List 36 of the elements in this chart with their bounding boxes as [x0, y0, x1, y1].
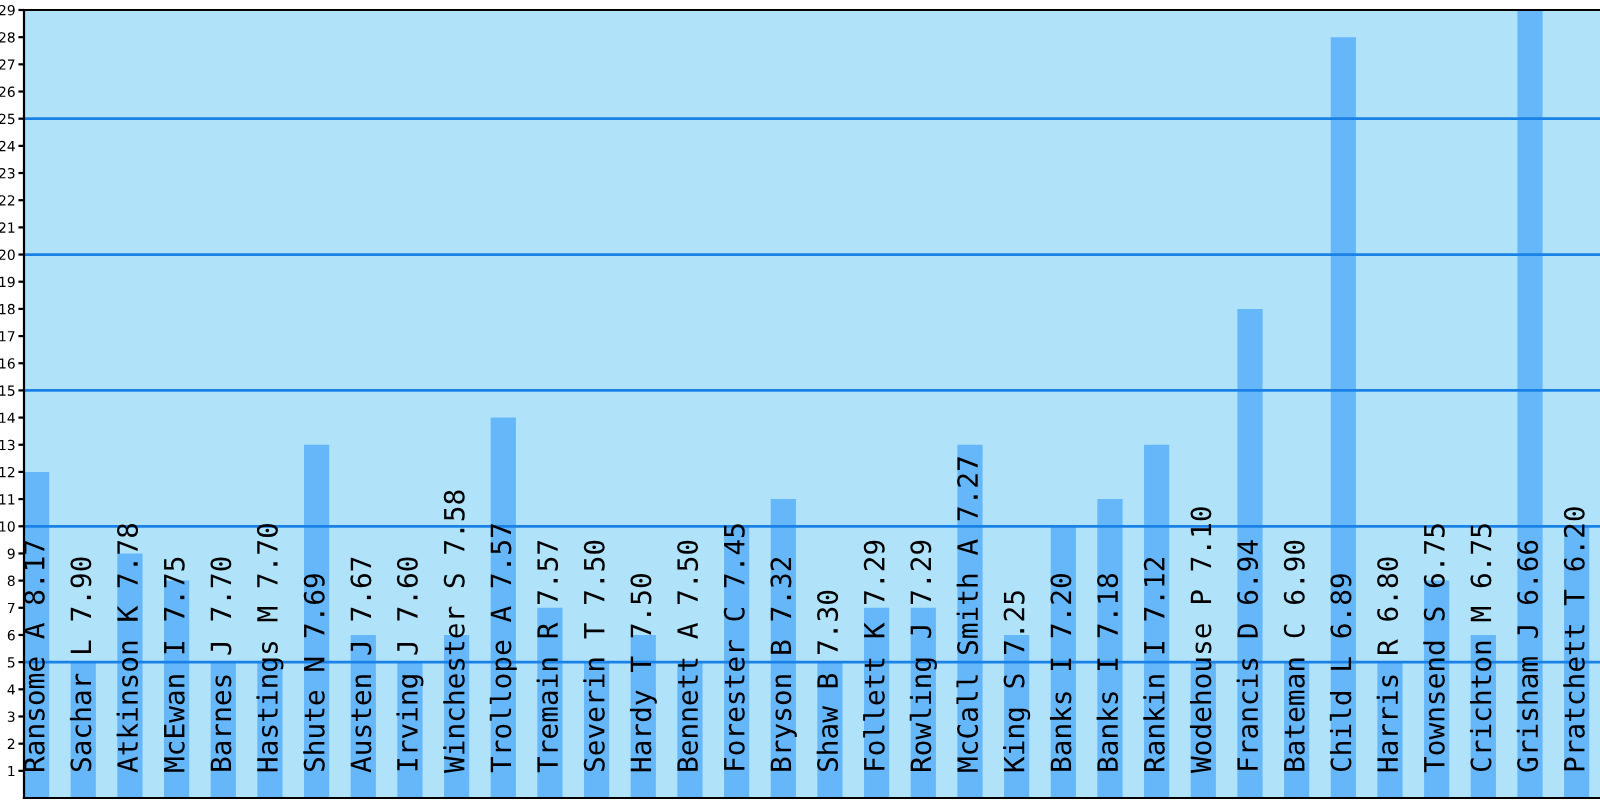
x-tick-label: Banks I 7.18: [1096, 574, 1119, 771]
bar: [1517, 10, 1543, 798]
x-tick-label: Townsend S 6.75: [1423, 524, 1445, 773]
x-tick-label: Tremain R 7.57: [536, 540, 559, 773]
x-tick-label: McEwan I 7.75: [164, 557, 185, 772]
x-tick-label: Wodehouse P 7.10: [1189, 507, 1212, 773]
x-tick-label: Trollope A 7.57: [489, 524, 517, 773]
x-tick-label: Crichton M 6.75: [1469, 524, 1492, 772]
x-tick-label: Harris R 6.80: [1376, 557, 1399, 772]
x-tick-label: Rankin I 7.12: [1143, 557, 1165, 772]
x-tick-label: Child L 6.89: [1329, 574, 1352, 772]
x-tick-label: Austen J 7.67: [350, 557, 372, 773]
x-tick-label: Barnes J 7.70: [210, 557, 232, 771]
x-tick-label: Shute N 7.69: [303, 574, 325, 772]
x-tick-label: Forester C 7.45: [723, 524, 745, 770]
x-tick-label: Sachar L 7.90: [69, 557, 92, 772]
x-tick-label: Severin T 7.50: [583, 540, 605, 772]
bar: [1237, 308, 1263, 798]
x-tick-label: Francis D 6.94: [1236, 540, 1259, 770]
x-tick-label: King S 7.25: [1003, 591, 1031, 772]
x-tick-label: Hastings M 7.70: [256, 523, 284, 772]
x-tick-label: Irving J 7.60: [396, 557, 424, 771]
x-tick-label: Winchester S 7.58: [443, 490, 465, 773]
x-tick-label: Shaw B 7.30: [816, 590, 839, 772]
x-tick-label: Rowling J 7.29: [909, 540, 937, 772]
x-tick-label: Follett K 7.29: [863, 540, 885, 770]
x-tick-label: Bennett A 7.50: [677, 540, 699, 771]
x-tick-label: Bryson B 7.32: [770, 557, 797, 771]
x-tick-label: Hardy T 7.50: [629, 574, 657, 772]
x-tick-label: Banks I 7.20: [1049, 574, 1072, 771]
x-tick-label: McCall Smith A 7.27: [956, 457, 979, 772]
x-tick-label: Pratchett T 6.20: [1563, 507, 1585, 771]
x-tick-label: Grisham J 6.66: [1516, 540, 1539, 772]
x-tick-label: Bateman C 6.90: [1283, 540, 1305, 771]
bar: [1330, 37, 1356, 798]
x-tick-label: Atkinson K 7.78: [116, 523, 139, 773]
